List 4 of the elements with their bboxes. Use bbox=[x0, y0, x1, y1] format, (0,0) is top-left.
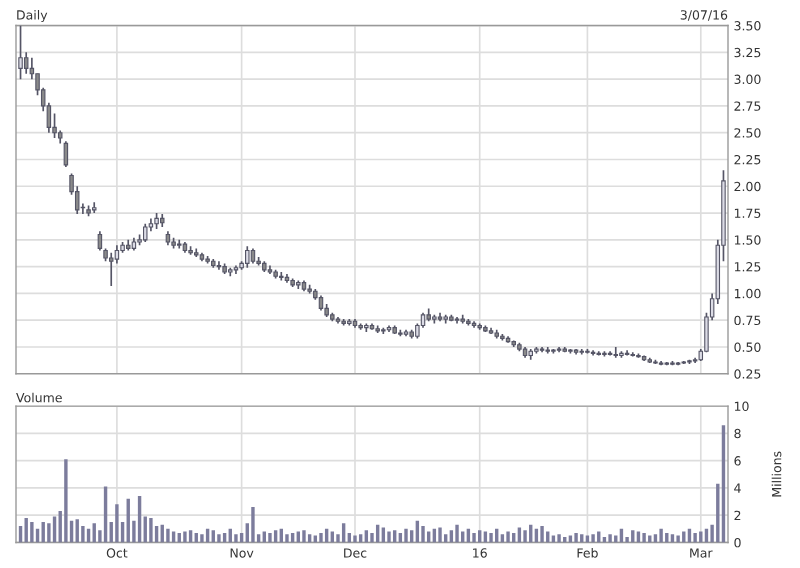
candlestick bbox=[613, 346, 619, 359]
candlestick bbox=[279, 271, 284, 282]
candlestick bbox=[23, 51, 29, 75]
candlestick bbox=[108, 251, 114, 287]
